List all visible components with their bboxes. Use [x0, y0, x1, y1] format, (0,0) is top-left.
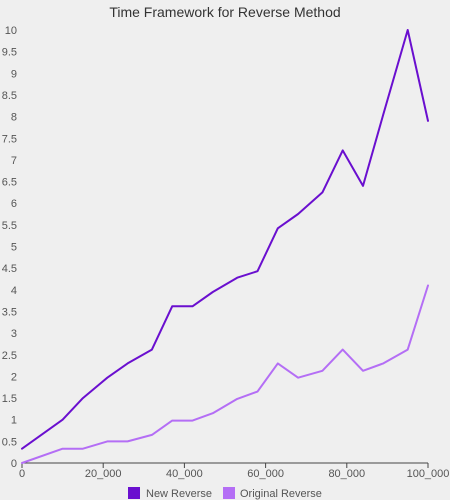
- legend-item[interactable]: New Reverse: [128, 487, 212, 500]
- x-tick-label: 40_000: [166, 468, 203, 480]
- x-tick-label: 0: [19, 468, 25, 480]
- y-tick-label: 9: [11, 68, 17, 80]
- y-tick-label: 5.5: [2, 220, 17, 232]
- y-tick-label: 4: [11, 285, 17, 297]
- y-tick-label: 9.5: [2, 47, 17, 59]
- y-tick-label: 6.5: [2, 177, 17, 189]
- x-tick-label: 20_000: [85, 468, 122, 480]
- y-tick-label: 6: [11, 198, 17, 210]
- y-tick-label: 3.5: [2, 306, 17, 318]
- y-tick-label: 4.5: [2, 263, 17, 275]
- y-tick-label: 2: [11, 371, 17, 383]
- y-tick-label: 1.5: [2, 393, 17, 405]
- y-tick-label: 2.5: [2, 350, 17, 362]
- legend-swatch: [128, 487, 140, 499]
- y-tick-label: 1: [11, 415, 17, 427]
- x-tick-label: 60_000: [247, 468, 284, 480]
- x-axis-ticks: 0 20_000 40_000 60_000 80_000 100_000: [19, 463, 449, 480]
- legend-item[interactable]: Original Reverse: [223, 487, 322, 500]
- series-layer: [21, 29, 429, 464]
- legend[interactable]: New Reverse Original Reverse: [128, 487, 322, 500]
- legend-label: New Reverse: [146, 488, 212, 500]
- x-tick-label: 100_000: [407, 468, 450, 480]
- y-tick-label: 3: [11, 328, 17, 340]
- y-tick-label: 7: [11, 155, 17, 167]
- y-tick-label: 7.5: [2, 133, 17, 145]
- y-tick-label: 0: [11, 458, 17, 470]
- series-line-new-reverse: [21, 29, 429, 450]
- x-tick-label: 80_000: [328, 468, 365, 480]
- y-tick-label: 0.5: [2, 436, 17, 448]
- legend-swatch: [223, 487, 235, 499]
- chart-title: Time Framework for Reverse Method: [109, 4, 340, 20]
- y-axis-ticks: 0 0.5 1 1.5 2 2.5 3 3.5 4 4.5 5 5.5 6 6.5 7 7.5 8 8.5 9 9.5…: [2, 25, 17, 470]
- y-tick-label: 10: [5, 25, 17, 37]
- legend-label: Original Reverse: [240, 488, 322, 500]
- y-tick-label: 8: [11, 112, 17, 124]
- series-line-original-reverse: [21, 284, 429, 464]
- y-tick-label: 5: [11, 242, 17, 254]
- y-tick-label: 8.5: [2, 90, 17, 102]
